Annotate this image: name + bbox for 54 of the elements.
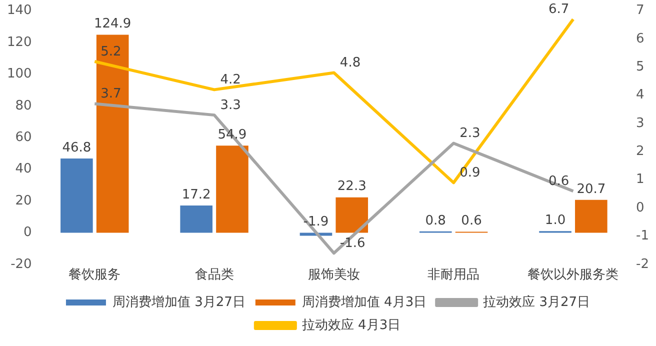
bar xyxy=(180,205,212,233)
data-label: -1.9 xyxy=(303,214,329,230)
data-label: 3.7 xyxy=(100,86,122,102)
data-label: 46.8 xyxy=(62,140,92,156)
data-label: 22.3 xyxy=(337,179,366,194)
y2-tick-label: 7 xyxy=(636,3,644,18)
bar xyxy=(96,34,129,233)
x-tick-label: 非耐用品 xyxy=(428,268,480,283)
x-tick-label: 餐饮以外服务类 xyxy=(528,268,619,283)
data-label: 6.7 xyxy=(548,2,570,18)
data-label: -1.6 xyxy=(340,236,366,252)
data-label: 0.6 xyxy=(461,214,482,229)
y2-tick-label: 1 xyxy=(636,172,644,188)
y-tick-label: 20 xyxy=(15,193,32,208)
bar xyxy=(336,197,368,233)
y-tick-label: 80 xyxy=(15,98,32,114)
y2-tick-label: 6 xyxy=(636,31,644,46)
bar xyxy=(216,146,248,233)
y2-tick-label: 3 xyxy=(636,116,644,131)
legend-label: 拉动效应 3月27日 xyxy=(483,294,590,310)
data-label: 2.3 xyxy=(460,126,480,142)
legend-label: 拉动效应 4月3日 xyxy=(302,316,401,333)
bar xyxy=(575,200,608,233)
x-tick-label: 食品类 xyxy=(194,268,234,283)
data-label: 4.2 xyxy=(220,72,241,88)
legend-label: 周消费增加值 4月3日 xyxy=(302,294,427,310)
data-label: 20.7 xyxy=(576,182,606,197)
data-label: 17.2 xyxy=(182,187,211,202)
y-tick-label: 100 xyxy=(6,66,32,82)
y2-tick-label: 4 xyxy=(636,88,644,103)
data-label: 54.9 xyxy=(218,128,247,143)
data-label: 0.8 xyxy=(425,213,446,228)
y-tick-label: 0 xyxy=(24,225,32,240)
data-label: 1.0 xyxy=(544,212,566,228)
y-tick-label: 40 xyxy=(15,162,32,177)
data-label: 3.3 xyxy=(220,98,241,113)
y2-tick-label: 2 xyxy=(636,144,644,160)
bar xyxy=(60,158,93,233)
data-label: 5.2 xyxy=(100,44,122,60)
data-label: 0.6 xyxy=(548,174,570,190)
legend-label: 周消费增加值 3月27日 xyxy=(112,294,246,310)
y-tick-label: -20 xyxy=(10,256,32,272)
x-tick-label: 服饰美妆 xyxy=(308,266,360,283)
y2-tick-label: -1 xyxy=(636,228,650,244)
y2-tick-label: -2 xyxy=(636,256,650,272)
data-label: 124.9 xyxy=(94,16,132,32)
y2-tick-label: 0 xyxy=(636,200,644,216)
x-tick-label: 餐饮服务 xyxy=(68,268,121,283)
y-tick-label: 140 xyxy=(6,3,32,18)
data-label: 0.9 xyxy=(460,166,480,181)
y-tick-label: 120 xyxy=(6,34,32,50)
y2-tick-label: 5 xyxy=(636,60,644,75)
y-tick-label: 60 xyxy=(15,130,32,145)
data-label: 4.8 xyxy=(340,56,361,71)
